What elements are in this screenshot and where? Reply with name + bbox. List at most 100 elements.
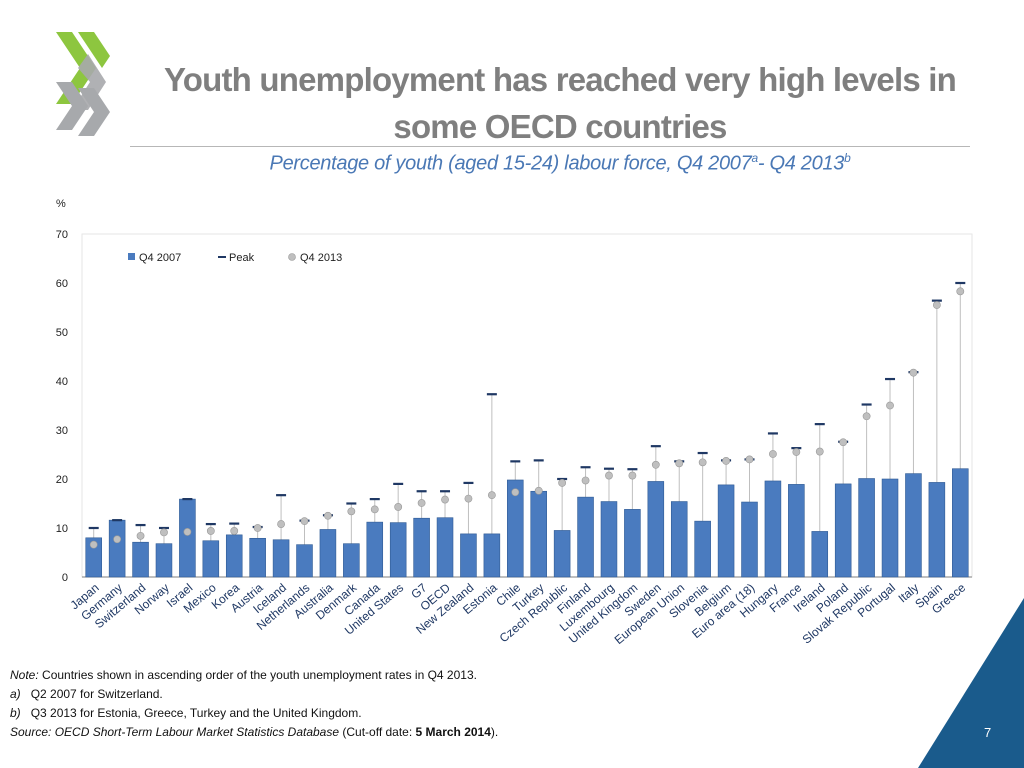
- dot-q4-2013: [722, 456, 730, 465]
- dot-q4-2013: [769, 450, 777, 458]
- dot-q4-2013: [300, 517, 309, 526]
- dot-q4-2013: [370, 505, 379, 514]
- bar-q4-2007: [717, 484, 735, 578]
- y-tick-label: 20: [56, 474, 68, 486]
- bar-q4-2007: [811, 531, 829, 578]
- subtitle-sup-b: b: [844, 151, 851, 165]
- bar-q4-2007: [600, 501, 618, 578]
- dot-q4-2013: [89, 540, 98, 549]
- y-tick-label: 70: [56, 229, 68, 241]
- footnote-a: a) Q2 2007 for Switzerland.: [10, 685, 498, 704]
- dot-q4-2013: [909, 368, 918, 377]
- bar-q4-2007: [108, 519, 126, 578]
- bar-q4-2007: [296, 544, 313, 578]
- dot-q4-2013: [277, 520, 285, 528]
- dot-q4-2013: [745, 455, 754, 464]
- dot-q4-2013: [815, 447, 824, 456]
- legend-swatch-q4-2007: [128, 253, 135, 260]
- dot-q4-2013: [839, 438, 848, 447]
- plot-area: [81, 233, 973, 578]
- dot-q4-2013: [160, 528, 168, 537]
- bar-q4-2007: [577, 496, 594, 578]
- dot-q4-2013: [628, 471, 637, 480]
- legend-label-peak: Peak: [229, 252, 255, 264]
- bar-q4-2007: [881, 478, 899, 578]
- bar-q4-2007: [553, 530, 571, 578]
- corner-decoration: [918, 598, 1024, 768]
- legend-label-q4-2007: Q4 2007: [139, 252, 181, 264]
- bar-q4-2007: [202, 540, 220, 578]
- title-divider: [130, 146, 970, 147]
- bar-q4-2007: [764, 480, 782, 578]
- bar-q4-2007: [788, 484, 805, 578]
- dot-q4-2013: [417, 499, 426, 507]
- bar-q4-2007: [179, 498, 196, 578]
- y-tick-label: 60: [56, 278, 68, 290]
- dot-q4-2013: [675, 459, 684, 468]
- dot-q4-2013: [347, 507, 356, 516]
- dot-q4-2013: [581, 476, 590, 485]
- bar-q4-2007: [741, 501, 758, 578]
- page-title: Youth unemployment has reached very high…: [164, 61, 957, 145]
- subtitle-sup-a: a: [751, 151, 758, 165]
- bar-q4-2007: [132, 541, 149, 578]
- bar-q4-2007: [530, 490, 547, 578]
- notes-block: Note: Countries shown in ascending order…: [10, 666, 498, 742]
- page-number: 7: [984, 725, 992, 740]
- bar-q4-2007: [225, 534, 243, 578]
- dot-q4-2013: [487, 491, 496, 500]
- bar-q4-2007: [624, 509, 641, 578]
- y-axis-label: %: [56, 198, 66, 210]
- dot-q4-2013: [698, 458, 707, 467]
- dot-q4-2013: [862, 412, 871, 421]
- source-end: ).: [490, 725, 499, 739]
- footnote-b-text: Q3 2013 for Estonia, Greece, Turkey and …: [30, 706, 362, 720]
- legend-label-q4-2013: Q4 2013: [300, 252, 342, 264]
- bar-q4-2007: [319, 529, 337, 578]
- bar-q4-2007: [366, 521, 384, 578]
- dot-q4-2013: [792, 448, 801, 456]
- dot-q4-2013: [441, 495, 449, 504]
- footnote-a-label: a): [10, 687, 21, 701]
- bar-q4-2007: [952, 468, 969, 578]
- y-tick-label: 50: [56, 327, 68, 339]
- dot-q4-2013: [206, 527, 215, 535]
- y-tick-label: 40: [56, 376, 68, 388]
- bar-q4-2007: [413, 517, 430, 578]
- bar-q4-2007: [343, 543, 360, 578]
- dot-q4-2013: [651, 460, 660, 469]
- source-line: Source: OECD Short-Term Labour Market St…: [10, 723, 498, 742]
- bar-q4-2007: [647, 481, 665, 578]
- oecd-logo-icon: [56, 32, 110, 136]
- dot-q4-2013: [230, 527, 239, 535]
- bar-q4-2007: [85, 537, 102, 578]
- dot-q4-2013: [394, 503, 403, 511]
- dot-q4-2013: [324, 511, 332, 520]
- dot-q4-2013: [136, 531, 145, 540]
- dot-q4-2013: [605, 471, 613, 480]
- dot-q4-2013: [183, 528, 192, 536]
- bar-q4-2007: [436, 517, 454, 578]
- dot-q4-2013: [558, 479, 567, 487]
- footnote-a-text: Q2 2007 for Switzerland.: [30, 687, 163, 701]
- bar-q4-2007: [905, 473, 922, 578]
- dot-q4-2013: [113, 535, 122, 544]
- youth-unemployment-chart: 010203040506070%JapanGermanySwitzerlandN…: [56, 198, 973, 647]
- dot-q4-2013: [464, 494, 473, 503]
- source-mid: (Cut-off date:: [339, 725, 416, 739]
- bar-q4-2007: [507, 479, 524, 578]
- dot-q4-2013: [253, 524, 262, 532]
- dot-q4-2013: [956, 287, 965, 296]
- source-label: Source: OECD Short-Term Labour Market St…: [10, 725, 340, 739]
- bar-q4-2007: [834, 483, 852, 578]
- bar-q4-2007: [155, 543, 173, 578]
- note-text: Countries shown in ascending order of th…: [38, 668, 477, 682]
- bar-q4-2007: [272, 539, 290, 578]
- bar-q4-2007: [670, 501, 688, 578]
- dot-q4-2013: [534, 486, 543, 495]
- dot-q4-2013: [932, 301, 941, 309]
- y-tick-label: 10: [56, 523, 68, 535]
- bar-q4-2007: [694, 520, 711, 578]
- footnote-b: b) Q3 2013 for Estonia, Greece, Turkey a…: [10, 704, 498, 723]
- legend-swatch-q4-2013: [288, 253, 296, 261]
